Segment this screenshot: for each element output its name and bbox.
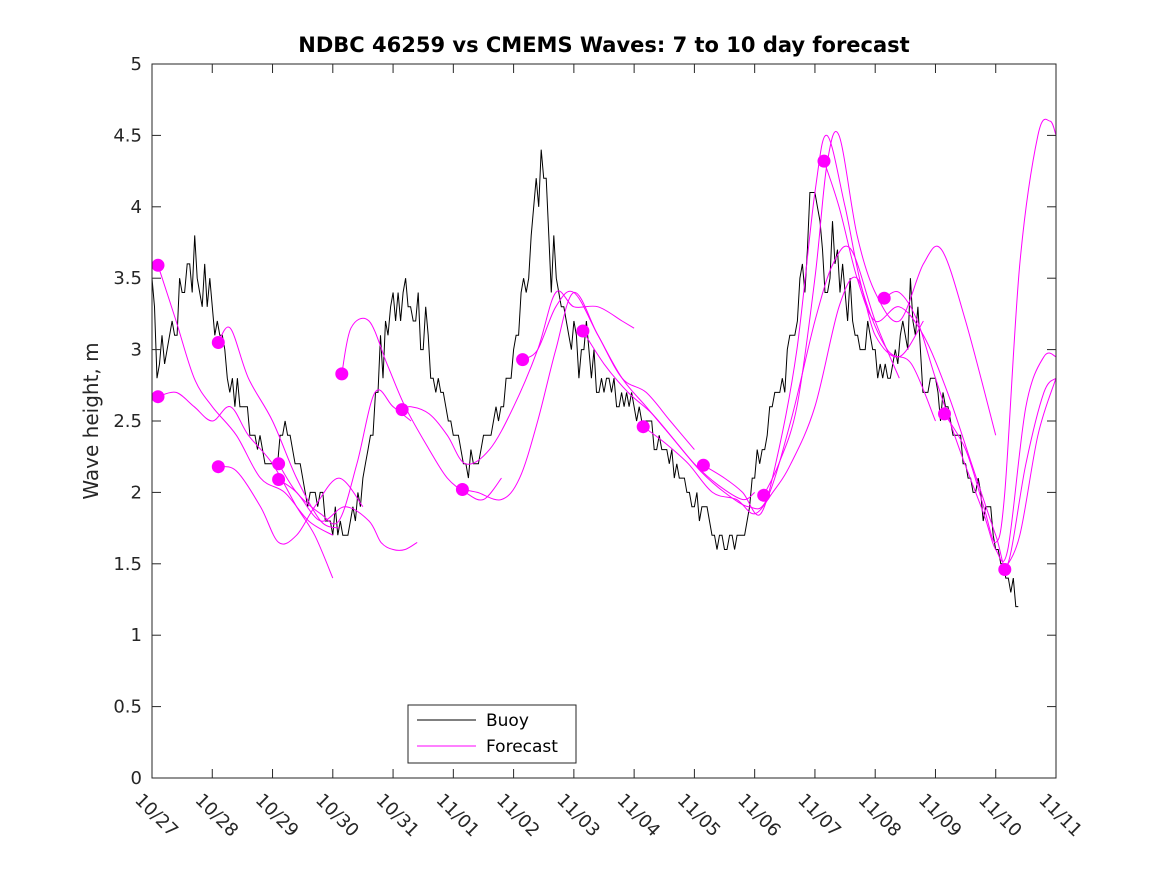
forecast-series-line-17 bbox=[944, 118, 1057, 543]
legend: Buoy Forecast bbox=[407, 704, 577, 764]
forecast-series-line-2 bbox=[157, 265, 334, 536]
forecast-series-line-7 bbox=[341, 317, 502, 501]
forecast-marker-3 bbox=[211, 336, 225, 349]
forecast-series-line-11 bbox=[582, 245, 900, 510]
forecast-series-line-15 bbox=[823, 160, 1057, 568]
y-tick-label: 3.5 bbox=[113, 268, 142, 289]
forecast-marker-2 bbox=[151, 390, 165, 404]
forecast-marker-18 bbox=[998, 563, 1012, 576]
forecast-markers bbox=[151, 154, 1012, 576]
plot-area bbox=[152, 64, 1056, 778]
forecast-marker-15 bbox=[817, 154, 831, 168]
forecast-marker-6 bbox=[272, 473, 286, 486]
y-tick-label: 1.5 bbox=[113, 554, 142, 575]
forecast-series-line-6 bbox=[278, 479, 418, 551]
y-tick-label: 5 bbox=[131, 54, 142, 75]
forecast-marker-5 bbox=[272, 457, 286, 471]
y-tick-label: 2.5 bbox=[113, 411, 142, 432]
forecast-marker-4 bbox=[211, 460, 225, 474]
y-tick-label: 4 bbox=[131, 197, 142, 218]
y-tick-label: 4.5 bbox=[113, 125, 142, 146]
forecast-marker-12 bbox=[636, 420, 650, 434]
forecast-marker-16 bbox=[877, 291, 891, 305]
forecast-series-line-13 bbox=[703, 134, 936, 516]
forecast-marker-9 bbox=[455, 483, 469, 496]
forecast-series-line-12 bbox=[642, 276, 924, 515]
forecast-series-line-9 bbox=[462, 292, 695, 501]
y-tick-label: 3 bbox=[131, 340, 142, 361]
forecast-series-line-4 bbox=[218, 466, 364, 545]
legend-forecast-label: Forecast bbox=[486, 737, 558, 757]
forecast-marker-10 bbox=[516, 353, 530, 367]
legend-box bbox=[407, 704, 577, 764]
y-tick-label: 2 bbox=[131, 482, 142, 503]
forecast-series-line-16 bbox=[883, 291, 1057, 563]
forecast-series-line-10 bbox=[522, 290, 756, 501]
forecast-series-line-14 bbox=[763, 131, 997, 496]
forecast-marker-11 bbox=[576, 324, 590, 338]
series-layer bbox=[151, 118, 1057, 608]
forecast-marker-14 bbox=[757, 488, 771, 502]
legend-buoy-label: Buoy bbox=[486, 711, 529, 731]
y-tick-label: 0 bbox=[131, 768, 142, 789]
forecast-marker-13 bbox=[696, 458, 710, 472]
forecast-series-line-18 bbox=[1004, 378, 1057, 570]
y-tick-label: 1 bbox=[131, 625, 142, 646]
y-tick-label: 0.5 bbox=[113, 697, 142, 718]
forecast-series-line-8 bbox=[401, 290, 635, 465]
forecast-marker-7 bbox=[335, 367, 349, 381]
chart-title: NDBC 46259 vs CMEMS Waves: 7 to 10 day f… bbox=[298, 33, 909, 57]
forecast-marker-1 bbox=[151, 258, 165, 272]
y-axis-label: Wave height, m bbox=[79, 342, 103, 499]
forecast-marker-8 bbox=[395, 403, 409, 417]
forecast-marker-17 bbox=[938, 407, 951, 421]
